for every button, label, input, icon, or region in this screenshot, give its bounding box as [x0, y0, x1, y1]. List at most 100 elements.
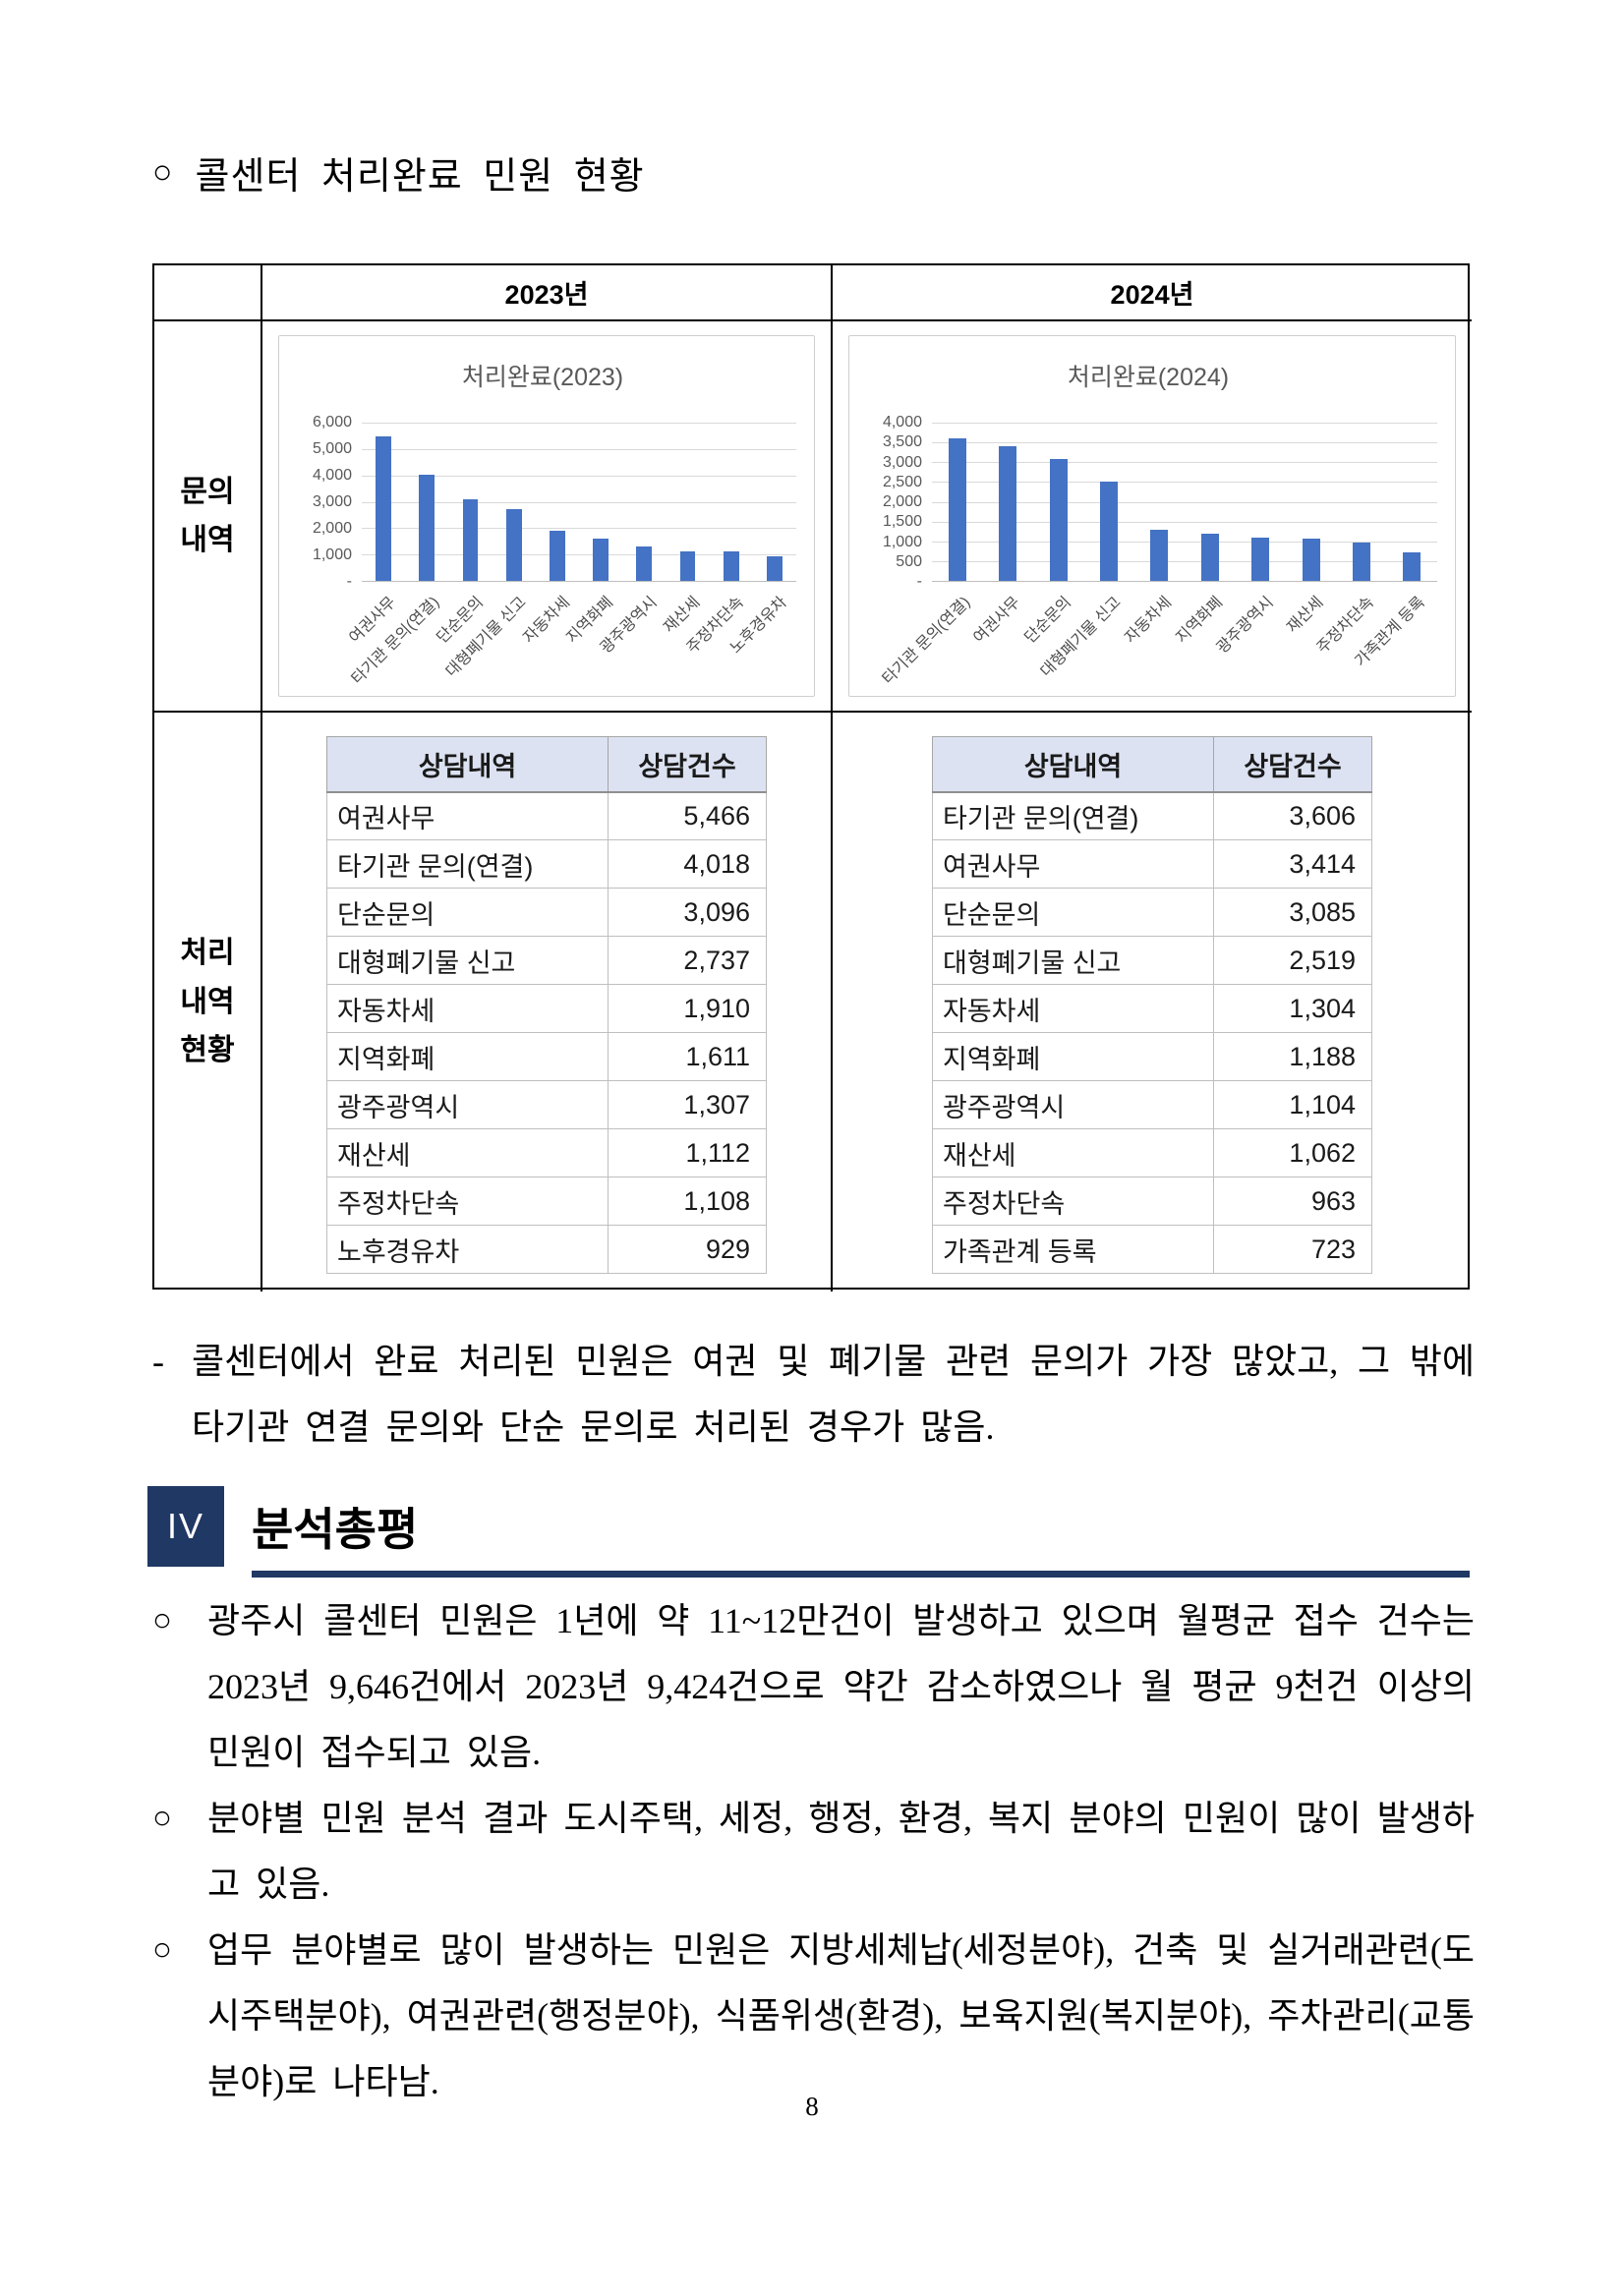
table-row: 자동차세 1,910 [325, 984, 767, 1033]
document-title-text: 콜센터 처리완료 민원 현황 [195, 156, 645, 198]
consult-count-cell: 1,112 [608, 1128, 767, 1177]
bar [376, 436, 392, 581]
bar-slot [1336, 423, 1386, 581]
column-header: 상담내역 [931, 736, 1215, 793]
chart-cell-2024: 처리완료(2024) 4,000 3,500 3,000 2,500 2,000 1,50… [833, 321, 1472, 713]
bar-slot [753, 423, 796, 581]
x-axis-labels: 타기관 문의(연결) 여권사무 단순문의 대형폐기물 신고 자동차세 지역화폐 광주광역시 재… [879, 582, 1437, 708]
table-row: 가족관계 등록 723 [931, 1225, 1372, 1274]
y-axis-tick-label: 2,000 [312, 520, 352, 537]
gridline [362, 448, 796, 450]
table-row: 단순문의 3,085 [931, 888, 1372, 937]
table-row: 자동차세 1,304 [931, 984, 1372, 1033]
bar [1200, 534, 1219, 581]
consult-count-cell: 1,611 [608, 1032, 767, 1081]
bar [593, 538, 609, 581]
y-axis-tick-label: 1,000 [312, 546, 352, 563]
gridline [362, 554, 796, 556]
y-axis-tick-label: 500 [896, 552, 922, 570]
consult-count-cell: 3,606 [1213, 791, 1372, 840]
gridline [932, 442, 1437, 444]
bar-slot [493, 423, 536, 581]
consult-count-cell: 1,104 [1213, 1080, 1372, 1129]
table-row: 단순문의 3,096 [325, 888, 767, 937]
table-row: 대형폐기물 신고 2,737 [325, 936, 767, 985]
consult-category-cell: 단순문의 [325, 888, 609, 937]
table-row: 지역화폐 1,611 [325, 1032, 767, 1081]
bullet-text: 분야별 민원 분석 결과 도시주택, 세정, 행정, 환경, 복지 분야의 민원… [207, 1799, 1475, 1904]
bar-slot [982, 423, 1032, 581]
document-title: ○ 콜센터 처리완료 민원 현황 [152, 145, 645, 200]
gridline [932, 541, 1437, 543]
dash-bullet-icon: - [152, 1342, 164, 1381]
table-row: 여권사무 3,414 [931, 839, 1372, 889]
y-axis-tick-label: 4,000 [312, 467, 352, 484]
consult-category-cell: 타기관 문의(연결) [931, 791, 1215, 840]
chart-title: 처리완료(2024) [1067, 364, 1230, 391]
gridline [932, 462, 1437, 464]
consult-category-cell: 광주광역시 [325, 1080, 609, 1129]
bar-slot [710, 423, 753, 581]
gridline [932, 423, 1437, 424]
bar-slot [362, 423, 405, 581]
table-row: 주정차단속 963 [931, 1177, 1372, 1226]
year-header-2024: 2024년 [833, 265, 1472, 321]
consult-category-cell: 단순문의 [931, 888, 1215, 937]
consult-count-cell: 3,096 [608, 888, 767, 937]
x-axis-label: 자동차세 [1122, 594, 1176, 647]
circle-bullet-icon: ○ [152, 1932, 172, 1968]
table-row: 타기관 문의(연결) 3,606 [931, 791, 1372, 840]
bar-slot [1083, 423, 1133, 581]
consult-category-cell: 재산세 [931, 1128, 1215, 1177]
y-axis-tick-label: 2,000 [882, 493, 922, 510]
y-axis-tick-label: 4,000 [882, 414, 922, 430]
consult-category-cell: 대형폐기물 신고 [325, 936, 609, 985]
bar [636, 545, 653, 581]
bar-slot [1235, 423, 1285, 581]
gridline [362, 423, 796, 424]
bar-chart-2024: 처리완료(2024) 4,000 3,500 3,000 2,500 2,000 1,50… [848, 335, 1456, 697]
bar [419, 475, 435, 581]
consultation-table-2023: 상담내역 상담건수 여권사무 5,466 타기관 문의(연결) 4,018 단순문의 3,0… [325, 736, 767, 1274]
consult-count-cell: 3,414 [1213, 839, 1372, 889]
row-header-inquiry-details: 문의 내역 [154, 321, 262, 713]
bullet-text: 업무 분야별로 많이 발생하는 민원은 지방세체납(세정분야), 건축 및 실거… [207, 1930, 1475, 2101]
column-header: 상담건수 [1213, 736, 1372, 793]
bar [1352, 543, 1370, 581]
consult-count-cell: 1,188 [1213, 1032, 1372, 1081]
section-title: 분석총평 [252, 1504, 419, 1555]
consult-count-cell: 1,910 [608, 984, 767, 1033]
bar [1251, 537, 1270, 581]
consult-category-cell: 대형폐기물 신고 [931, 936, 1215, 985]
bullet-item: ○ 분야별 민원 분석 결과 도시주택, 세정, 행정, 환경, 복지 분야의 … [152, 1786, 1475, 1918]
consult-count-cell: 4,018 [608, 839, 767, 889]
consult-category-cell: 재산세 [325, 1128, 609, 1177]
consult-category-cell: 주정차단속 [325, 1177, 609, 1226]
consult-category-cell: 지역화폐 [325, 1032, 609, 1081]
table-row: 타기관 문의(연결) 4,018 [325, 839, 767, 889]
consult-count-cell: 2,519 [1213, 936, 1372, 985]
detail-table-cell-2024: 상담내역 상담건수 타기관 문의(연결) 3,606 여권사무 3,414 단순문의 3,0… [833, 713, 1472, 1292]
consult-category-cell: 타기관 문의(연결) [325, 839, 609, 889]
bar [999, 445, 1017, 581]
consult-count-cell: 1,307 [608, 1080, 767, 1129]
gridline [362, 528, 796, 530]
consult-count-cell: 929 [608, 1225, 767, 1274]
y-axis: 6,000 5,000 4,000 3,000 2,000 1,000 - [289, 414, 362, 590]
y-axis-tick-label: 1,000 [882, 533, 922, 550]
table-row: 노후경유차 929 [325, 1225, 767, 1274]
bar-chart-2023: 처리완료(2023) 6,000 5,000 4,000 3,000 2,000 1,00… [278, 335, 815, 697]
bar-slot [932, 423, 982, 581]
bar [1302, 539, 1320, 581]
consult-count-cell: 963 [1213, 1177, 1372, 1226]
bar [723, 551, 739, 581]
consult-count-cell: 1,062 [1213, 1128, 1372, 1177]
bar-slot [1185, 423, 1235, 581]
consult-count-cell: 2,737 [608, 936, 767, 985]
bar [1150, 529, 1169, 581]
gridline [932, 560, 1437, 562]
consult-category-cell: 주정차단속 [931, 1177, 1215, 1226]
gridline [362, 475, 796, 477]
note-paragraph: - 콜센터에서 완료 처리된 민원은 여권 및 폐기물 관련 문의가 가장 많았… [152, 1329, 1475, 1461]
y-axis-tick-label: 3,000 [312, 493, 352, 510]
